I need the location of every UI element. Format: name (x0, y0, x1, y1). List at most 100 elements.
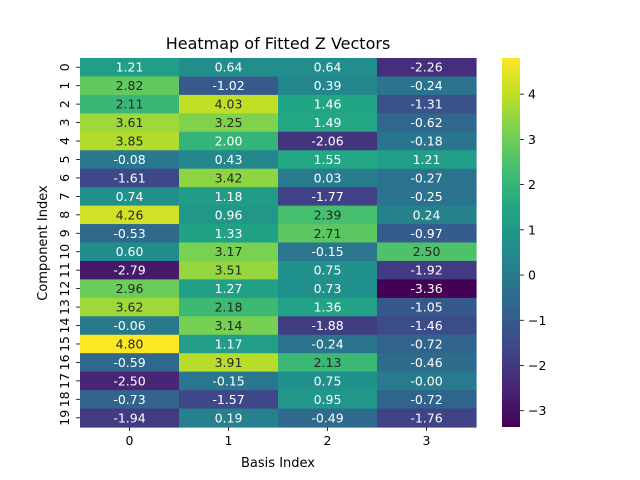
heatmap-cells (80, 58, 477, 428)
cell-value-label: 2.50 (413, 244, 441, 259)
heatmap-cell (278, 150, 378, 170)
y-tick-label: 17 (57, 373, 72, 389)
cell-value-label: 4.26 (116, 207, 144, 222)
heatmap-cell (80, 187, 180, 207)
cell-value-label: 2.82 (116, 78, 144, 93)
y-tick-label: 10 (57, 244, 72, 260)
cell-value-label: -0.15 (311, 244, 343, 259)
heatmap-cell (278, 242, 378, 262)
cell-value-label: -1.88 (311, 318, 343, 333)
heatmap-cell (278, 76, 378, 96)
heatmap-cell (377, 334, 477, 354)
heatmap-cell (179, 260, 279, 280)
cell-value-label: 0.95 (314, 392, 342, 407)
cell-value-label: 1.27 (215, 281, 243, 296)
y-tick-label: 11 (57, 262, 72, 278)
heatmap-cell (179, 131, 279, 151)
heatmap-cell (80, 408, 180, 428)
heatmap-cell (278, 94, 378, 114)
cell-value-label: 2.39 (314, 207, 342, 222)
heatmap-cell (377, 371, 477, 391)
y-axis-label: Component Index (36, 185, 51, 301)
heatmap-cell (278, 205, 378, 225)
cell-value-label: -2.26 (410, 60, 442, 75)
colorbar-tick-label: 2 (528, 177, 536, 192)
cell-value-label: 0.19 (215, 410, 243, 425)
cell-value-label: 1.21 (116, 60, 144, 75)
heatmap-cell (80, 94, 180, 114)
cell-value-label: -0.00 (410, 373, 442, 388)
cell-value-label: -2.06 (311, 134, 343, 149)
cell-value-label: 3.85 (116, 134, 144, 149)
cell-value-label: 1.46 (314, 97, 342, 112)
y-tick-label: 8 (57, 211, 72, 219)
cell-value-label: -0.25 (410, 189, 442, 204)
heatmap-cell-labels: 1.21 0.64 0.64 -2.26 2.82 -1.02 0.39 -0.24 2.11 4… (113, 60, 442, 426)
cell-value-label: -1.46 (410, 318, 442, 333)
heatmap-cell (80, 150, 180, 170)
heatmap-cell (80, 353, 180, 373)
heatmap-cell (80, 390, 180, 410)
cell-value-label: 0.60 (116, 244, 144, 259)
cell-value-label: 2.18 (215, 300, 243, 315)
colorbar-tick-label: −3 (528, 403, 546, 418)
colorbar-tick-label: 0 (528, 268, 536, 283)
cell-value-label: -0.49 (311, 410, 343, 425)
heatmap-cell (179, 58, 279, 78)
y-tick-label: 4 (57, 137, 72, 145)
cell-value-label: -0.18 (410, 134, 442, 149)
cell-value-label: 4.03 (215, 97, 243, 112)
heatmap-cell (179, 76, 279, 96)
heatmap-cell (179, 279, 279, 299)
y-tick-label: 3 (57, 119, 72, 127)
cell-value-label: -2.79 (113, 263, 145, 278)
cell-value-label: 1.55 (314, 152, 342, 167)
heatmap-cell (377, 205, 477, 225)
heatmap-cell (179, 297, 279, 317)
cell-value-label: 0.03 (314, 170, 342, 185)
heatmap-cell (278, 353, 378, 373)
colorbar-ticks: −3 −2 −1 0 1 2 3 4 (520, 87, 546, 418)
heatmap-cell (179, 94, 279, 114)
heatmap-cell (80, 334, 180, 354)
heatmap-cell (179, 371, 279, 391)
heatmap-cell (278, 408, 378, 428)
colorbar-tick-label: 4 (528, 87, 536, 102)
cell-value-label: 0.96 (215, 207, 243, 222)
y-tick-label: 14 (57, 318, 72, 334)
heatmap-cell (179, 187, 279, 207)
cell-value-label: 2.11 (116, 97, 144, 112)
cell-value-label: -0.15 (212, 373, 244, 388)
heatmap-cell (278, 390, 378, 410)
cell-value-label: 1.36 (314, 300, 342, 315)
heatmap-cell (377, 94, 477, 114)
colorbar-tick-label: −1 (528, 313, 546, 328)
heatmap-cell (278, 334, 378, 354)
y-tick-label: 12 (57, 281, 72, 297)
cell-value-label: -1.57 (212, 392, 244, 407)
heatmap-cell (377, 131, 477, 151)
heatmap-cell (377, 224, 477, 244)
y-tick-label: 15 (57, 336, 72, 352)
heatmap-cell (179, 316, 279, 336)
colorbar-tick-label: −2 (528, 358, 546, 373)
heatmap-cell (377, 260, 477, 280)
heatmap-cell (377, 408, 477, 428)
heatmap-cell (377, 390, 477, 410)
y-tick-label: 5 (57, 155, 72, 163)
cell-value-label: 0.75 (314, 263, 342, 278)
heatmap-cell (278, 58, 378, 78)
cell-value-label: -2.50 (113, 373, 145, 388)
x-tick-label: 0 (126, 433, 134, 448)
y-tick-label: 6 (57, 174, 72, 182)
cell-value-label: 0.64 (314, 60, 342, 75)
heatmap-cell (179, 334, 279, 354)
cell-value-label: -0.46 (410, 355, 442, 370)
y-tick-label: 7 (57, 192, 72, 200)
y-tick-label: 2 (57, 100, 72, 108)
cell-value-label: -0.24 (311, 336, 343, 351)
heatmap-cell (377, 279, 477, 299)
heatmap-cell (278, 371, 378, 391)
heatmap-cell (278, 187, 378, 207)
